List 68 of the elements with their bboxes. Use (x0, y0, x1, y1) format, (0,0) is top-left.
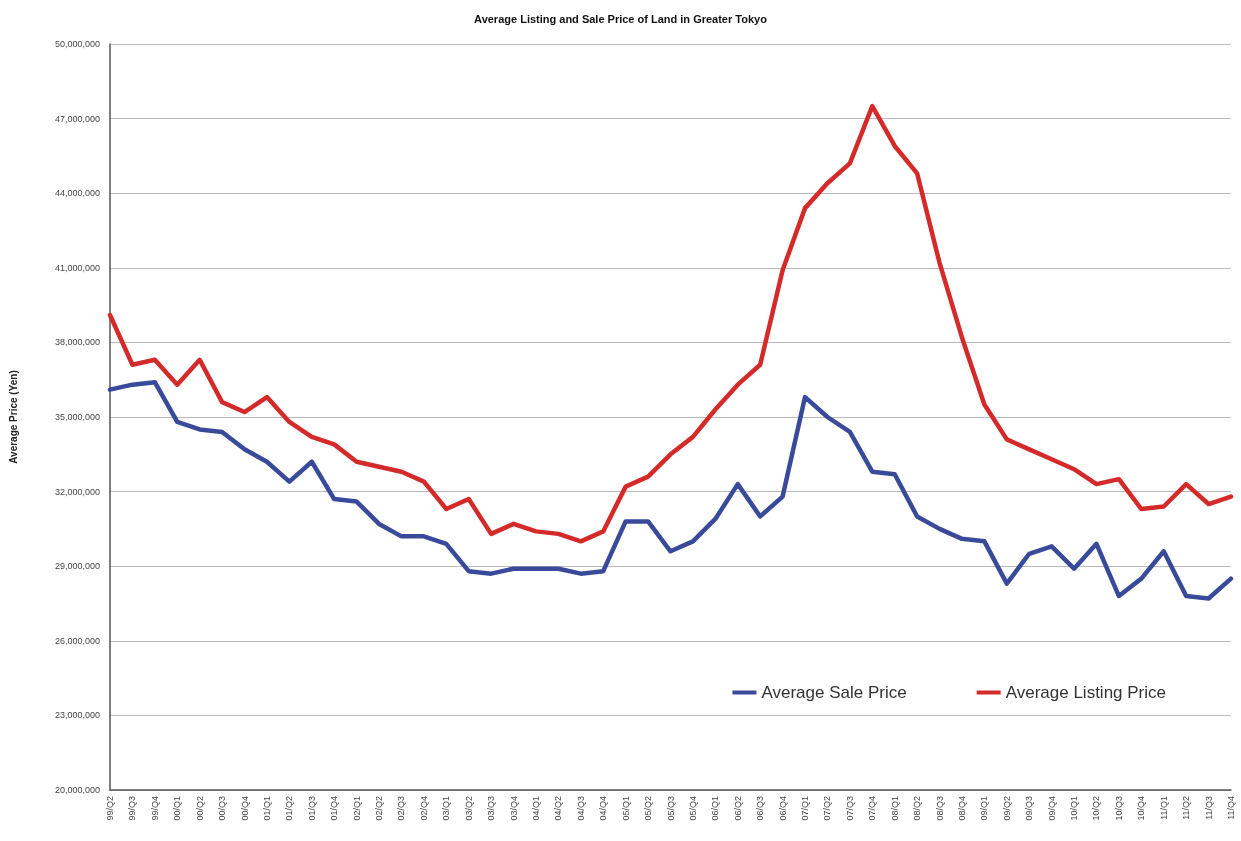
x-tick-label: 03/Q1 (441, 796, 452, 821)
x-tick-label: 09/Q4 (1046, 796, 1057, 821)
x-tick-label: 11/Q2 (1181, 796, 1192, 820)
x-tick-label: 06/Q3 (755, 796, 766, 821)
x-tick-label: 01/Q2 (284, 796, 295, 821)
x-tick-label: 08/Q2 (912, 796, 923, 821)
x-tick-label: 10/Q2 (1091, 796, 1102, 821)
x-tick-label: 04/Q4 (598, 796, 609, 821)
x-tick-label: 10/Q1 (1069, 796, 1080, 821)
x-tick-label: 06/Q1 (710, 796, 721, 821)
y-tick-label: 20,000,000 (54, 785, 100, 795)
x-tick-label: 07/Q3 (844, 796, 855, 821)
x-tick-label: 11/Q1 (1158, 796, 1169, 820)
y-axis-title: Average Price (Yen) (7, 370, 19, 464)
y-tick-label: 29,000,000 (54, 561, 100, 572)
x-tick-label: 00/Q2 (194, 796, 205, 821)
x-tick-label: 09/Q3 (1024, 796, 1035, 821)
x-tick-label: 00/Q1 (172, 796, 183, 821)
x-tick-label: 09/Q2 (1001, 796, 1012, 821)
x-tick-label: 05/Q4 (687, 796, 698, 821)
x-tick-label: 10/Q3 (1113, 796, 1124, 821)
legend-label: Average Listing Price (1005, 683, 1167, 702)
x-tick-label: 07/Q1 (800, 796, 811, 821)
y-tick-label: 23,000,000 (54, 710, 100, 721)
x-tick-label: 02/Q4 (418, 796, 429, 821)
x-tick-label: 04/Q3 (575, 796, 586, 821)
y-tick-label: 35,000,000 (54, 412, 100, 422)
y-tick-label: 44,000,000 (54, 188, 100, 199)
x-tick-label: 08/Q3 (934, 796, 945, 821)
x-tick-label: 05/Q1 (620, 796, 631, 821)
line-series (107, 103, 1234, 544)
x-tick-label: 04/Q1 (530, 796, 541, 821)
x-tick-label: 01/Q1 (261, 796, 272, 821)
x-tick-label: 03/Q3 (486, 796, 497, 821)
y-tick-label: 38,000,000 (54, 337, 100, 348)
x-tick-label: 00/Q3 (217, 796, 228, 821)
x-tick-label: 05/Q3 (665, 796, 676, 821)
x-tick-label: 08/Q1 (889, 796, 900, 821)
x-tick-label: 01/Q3 (306, 796, 317, 821)
x-tick-label: 02/Q2 (374, 796, 385, 821)
x-tick-label: 11/Q4 (1226, 796, 1236, 820)
x-tick-label: 07/Q4 (867, 796, 878, 821)
x-tick-label: 00/Q4 (239, 796, 250, 821)
x-tick-label: 06/Q4 (777, 796, 788, 821)
x-tick-label: 08/Q4 (956, 796, 967, 821)
x-tick-label: 11/Q3 (1203, 796, 1214, 820)
legend-label: Average Sale Price (761, 683, 907, 702)
y-tick-label: 41,000,000 (54, 262, 100, 273)
x-tick-label: 04/Q2 (553, 796, 564, 821)
y-tick-label: 50,000,000 (54, 39, 100, 49)
y-tick-label: 32,000,000 (54, 486, 100, 497)
x-tick-label: 07/Q2 (822, 796, 833, 821)
x-tick-label: 09/Q1 (979, 796, 990, 821)
x-tick-label: 03/Q2 (463, 796, 474, 821)
x-tick-label: 02/Q1 (351, 796, 362, 821)
x-tick-label: 99/Q2 (105, 796, 115, 821)
x-tick-label: 03/Q4 (508, 796, 519, 821)
chart-title: Average Listing and Sale Price of Land in Greater Tokyo (474, 12, 768, 25)
y-tick-label: 26,000,000 (54, 635, 100, 646)
x-tick-label: 10/Q4 (1136, 796, 1147, 821)
line-series (107, 379, 1234, 601)
x-tick-label: 06/Q2 (732, 796, 743, 821)
x-tick-label: 99/Q4 (149, 796, 160, 821)
x-tick-label: 05/Q2 (643, 796, 654, 821)
x-tick-label: 02/Q3 (396, 796, 407, 821)
x-tick-label: 99/Q3 (127, 796, 138, 821)
y-tick-label: 47,000,000 (54, 113, 100, 124)
x-tick-label: 01/Q4 (329, 796, 340, 821)
